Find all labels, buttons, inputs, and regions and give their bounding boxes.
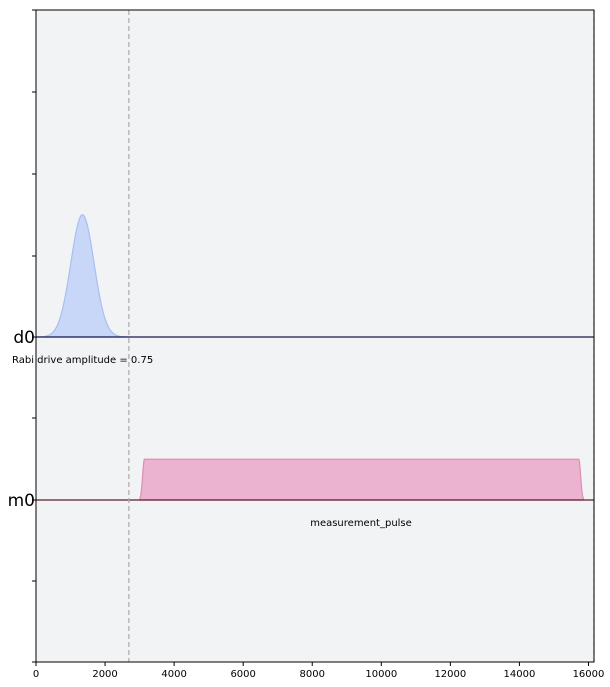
x-tick-label: 10000 — [365, 669, 397, 680]
x-tick-label: 4000 — [161, 669, 186, 680]
x-tick-label: 8000 — [300, 669, 325, 680]
x-tick-label: 0 — [33, 669, 39, 680]
x-tick-label: 14000 — [504, 669, 536, 680]
x-tick-label: 12000 — [434, 669, 466, 680]
pulse-d0 — [35, 214, 129, 338]
x-tick-label: 2000 — [92, 669, 117, 680]
annotation-m0: measurement_pulse — [310, 518, 412, 529]
channel-label-d0: d0 — [13, 328, 35, 348]
annotation-d0: Rabi drive amplitude = 0.75 — [12, 355, 153, 366]
pulse-m0 — [139, 458, 584, 501]
x-tick-label: 16000 — [573, 669, 605, 680]
plot-frame — [35, 9, 595, 663]
x-tick-label: 6000 — [230, 669, 255, 680]
channel-label-m0: m0 — [8, 491, 35, 511]
